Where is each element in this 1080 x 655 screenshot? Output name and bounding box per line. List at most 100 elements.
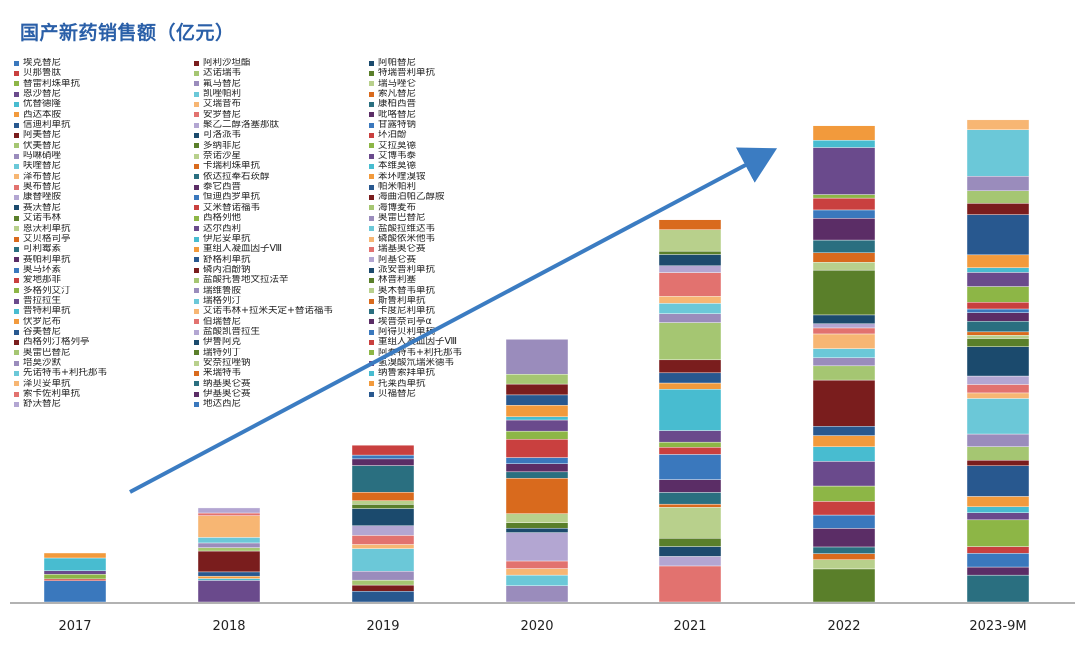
bar-segment [812,446,876,462]
bar-segment [812,147,876,195]
legend-label: 艾瑞昔布 [203,99,242,110]
bar-segment [197,571,261,577]
bar-segment [351,465,415,493]
bar-segment [966,308,1030,313]
x-tick-label: 2019 [366,619,399,634]
bar-segment [658,313,722,323]
bar-segment [812,461,876,487]
legend-item: 海博麦布 [369,203,549,213]
legend-label: 帕米帕利 [378,182,417,193]
legend-label: 泰它西普 [203,182,242,193]
bar-segment [966,433,1030,447]
bar-segment [351,544,415,549]
legend-swatch [14,102,19,108]
legend-swatch [14,360,19,366]
legend-item: 安罗替尼 [194,110,374,120]
trend-arrow [129,147,778,494]
legend-label: 托莱西单抗 [378,378,426,389]
legend-label: 瑞格列汀 [203,295,242,306]
bar-segment [658,507,722,539]
legend-item: 先诺特韦+利托那韦 [14,368,194,378]
legend-item: 盐酸拉维达韦 [369,224,549,234]
legend-swatch [369,112,374,118]
legend-label: 林普利塞 [378,275,417,286]
legend-item: 伏罗尼布 [14,317,194,327]
bar-segment [812,379,876,427]
legend-swatch [194,205,199,211]
bar-segment [505,532,569,562]
legend-label: 艾贝格司亭 [23,233,71,244]
legend-label: 优替德隆 [23,99,62,110]
legend-item: 奥木替韦单抗 [369,286,549,296]
bar-segment [966,574,1030,603]
bar-segment [658,546,722,557]
legend-swatch [369,153,374,159]
legend-label: 呋喹替尼 [23,161,62,172]
legend-swatch [194,329,199,335]
legend-item: 艾博韦泰 [369,151,549,161]
bar-segment [966,553,1030,568]
legend-label: 谷美替尼 [23,326,62,337]
legend-item: 纳鲁索拜单抗 [369,368,549,378]
legend-item: 可洛派韦 [194,130,374,140]
legend-label: 阿美替尼 [23,130,62,141]
legend-label: 索凡替尼 [378,89,417,100]
legend-label: 盐酸托鲁地文拉法辛 [203,275,289,286]
legend-label: 赛沃替尼 [23,202,62,213]
legend-item: 卡瑞利珠单抗 [194,161,374,171]
legend-item: 西格列汀格列亭 [14,337,194,347]
bar-segment [505,478,569,514]
legend-swatch [14,257,19,263]
bar-segment [351,571,415,581]
bar-segment [966,267,1030,273]
legend-swatch [369,205,374,211]
bar-segment [658,322,722,361]
legend-swatch [14,91,19,97]
bar-segment [658,219,722,230]
legend-item: 泽贝妥单抗 [14,379,194,389]
legend-item: 优替德隆 [14,99,194,109]
legend-swatch [194,391,199,397]
legend-item: 艾米替诺福韦 [194,203,374,213]
legend-swatch [194,143,199,149]
bar-segment [966,176,1030,191]
bar-segment [658,565,722,603]
legend-swatch [369,350,374,356]
bar-segment [812,262,876,271]
legend-item: 舒格利单抗 [194,255,374,265]
legend-item: 信迪利单抗 [14,120,194,130]
bar-segment [351,548,415,572]
legend-label: 康柏西普 [378,99,417,110]
legend-item: 林普利塞 [369,275,549,285]
legend-item: 环泊酚 [369,130,549,140]
legend-label: 培莫沙默 [23,357,62,368]
bar-segment [966,338,1030,347]
bar-segment [966,203,1030,215]
legend-label: 海曲泊帕乙醇胺 [378,192,445,203]
bar-segment [812,553,876,560]
legend-label: 替雷利珠单抗 [23,78,81,89]
legend-item: 特瑞普利单抗 [369,68,549,78]
legend-label: 瑞维鲁胺 [203,285,242,296]
legend-column: 阿帕替尼 特瑞普利单抗 瑞马唑仑 索凡替尼 康柏西普 吡咯替尼 甘露特钠 环泊酚 艾拉莫德 艾博韦… [369,58,549,399]
legend-column: 阿利沙坦酯 达诺瑞韦 氟马替尼 凯唑帕利 艾瑞昔布 安罗替尼 聚乙二醇洛塞那肽 可洛派韦 多纳非… [194,58,374,410]
legend-item: 埃普奈司亭α [369,317,549,327]
legend-item: 瑞维鲁胺 [194,286,374,296]
legend-swatch [14,153,19,159]
legend-swatch [14,381,19,387]
legend-swatch [14,288,19,294]
legend-swatch [369,391,374,397]
bar-segment [197,575,261,579]
bar-segment [966,384,1030,394]
bar-segment [812,501,876,516]
legend-label: 奥马环素 [23,264,62,275]
legend-label: 伏罗尼布 [23,316,62,327]
legend-swatch [369,164,374,170]
legend-swatch [369,381,374,387]
legend-item: 阿美替尼 [14,130,194,140]
legend-swatch [14,402,19,408]
legend-swatch [194,288,199,294]
bar-segment [966,546,1030,554]
bar-segment [658,250,722,255]
